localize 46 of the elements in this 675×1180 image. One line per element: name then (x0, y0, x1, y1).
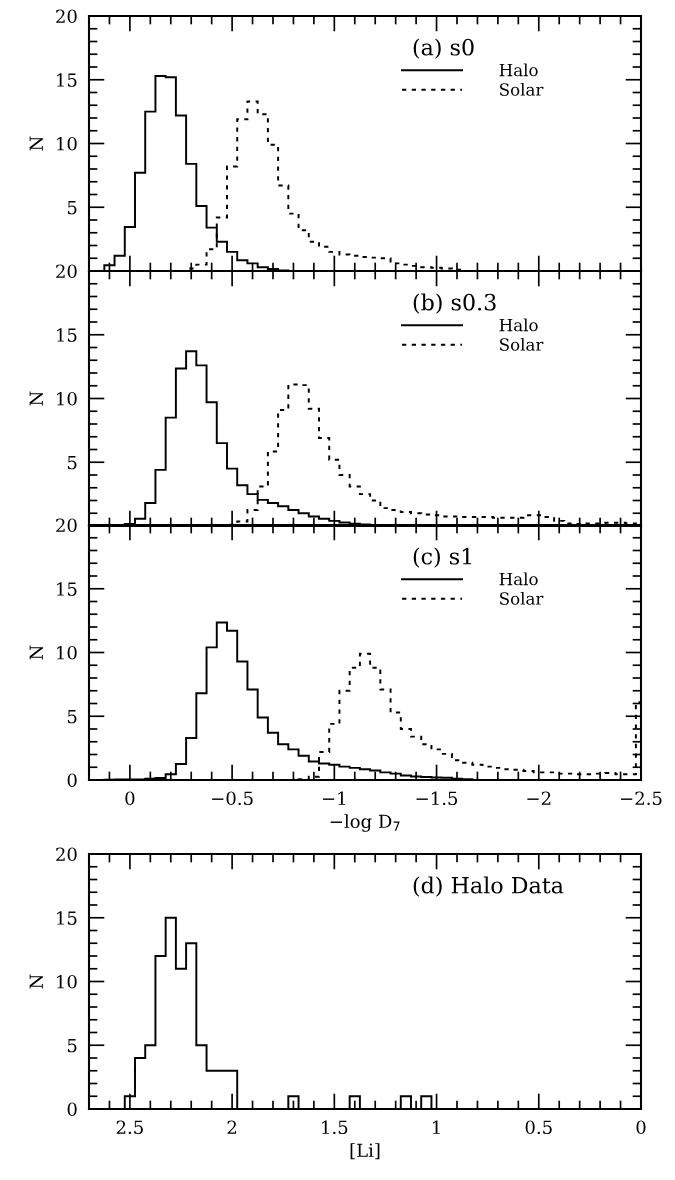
y-tick-label: 0 (67, 1102, 77, 1117)
y-tick-label: 20 (56, 264, 77, 279)
legend-label: Solar (500, 591, 544, 605)
y-tick-label: 15 (57, 911, 77, 925)
x-axis-title: [Li] (350, 1143, 380, 1160)
y-tick-label: 5 (67, 1038, 77, 1053)
x-tick-label: 2.5 (116, 1120, 143, 1135)
y-tick-label: 10 (57, 391, 77, 406)
legend-label: Halo (499, 318, 538, 332)
x-tick-label: 2 (227, 1120, 237, 1134)
annotation: (a) s0 (413, 38, 474, 59)
legend-label: Halo (499, 572, 538, 586)
y-tick-label: 10 (57, 136, 77, 151)
y-tick-label: 20 (56, 518, 77, 533)
y-tick-label: 20 (56, 9, 77, 24)
x-tick-label: −2.5 (620, 791, 662, 806)
annotation: (b) s0.3 (413, 293, 496, 314)
y-tick-label: 5 (67, 200, 77, 215)
y-tick-label: 15 (57, 73, 77, 87)
annotation: (d) Halo Data (413, 876, 564, 897)
y-axis-title: N (29, 974, 44, 989)
x-tick-label: 0 (636, 1120, 646, 1135)
y-tick-label: 10 (57, 645, 77, 660)
x-tick-label: −0.5 (212, 791, 253, 806)
y-axis-title: N (29, 645, 44, 660)
x-tick-label: 0.5 (525, 1120, 552, 1135)
legend-label: Solar (500, 337, 544, 351)
legend-label: Halo (499, 63, 538, 77)
legend-label: Solar (500, 82, 544, 96)
x-tick-label: 1 (433, 1120, 440, 1134)
annotation: (c) s1 (413, 547, 472, 568)
x-tick-label: −1 (322, 791, 346, 805)
y-tick-label: 15 (57, 582, 77, 596)
y-tick-label: 15 (57, 328, 77, 342)
x-axis-title: −log D$_{7}$ (330, 814, 400, 832)
y-tick-label: 20 (56, 847, 77, 862)
y-tick-label: 5 (67, 709, 77, 724)
x-tick-label: 1.5 (322, 1120, 348, 1135)
y-tick-label: 0 (67, 773, 77, 788)
y-axis-title: N (29, 136, 44, 151)
x-tick-label: −2 (527, 791, 551, 805)
x-tick-label: −1.5 (416, 791, 458, 806)
y-tick-label: 10 (57, 974, 77, 989)
y-axis-title: N (29, 391, 44, 406)
y-tick-label: 5 (67, 455, 77, 470)
x-tick-label: 0 (125, 791, 135, 806)
